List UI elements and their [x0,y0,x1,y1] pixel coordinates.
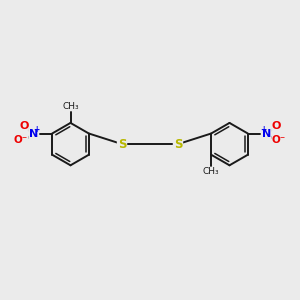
Text: +: + [260,125,266,134]
Text: O: O [19,121,28,130]
Text: +: + [34,125,40,134]
Text: O⁻: O⁻ [272,135,286,145]
Text: N: N [262,128,271,139]
Text: O: O [272,121,281,130]
Text: N: N [29,128,38,139]
Text: S: S [118,138,126,151]
Text: CH₃: CH₃ [203,167,220,176]
Text: CH₃: CH₃ [62,101,79,110]
Text: O⁻: O⁻ [14,135,28,145]
Text: S: S [174,138,182,151]
